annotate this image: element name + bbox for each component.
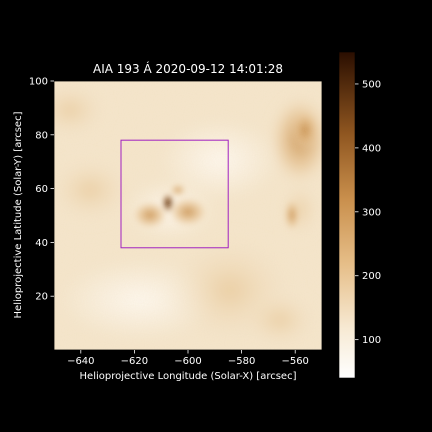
colorbar-tick-label: 500	[362, 79, 381, 90]
y-axis: 20 40 60 80 100	[29, 77, 54, 303]
colorbar-tick-label: 400	[362, 143, 381, 154]
y-tick-label: 100	[29, 77, 48, 88]
x-tick-label: −560	[281, 356, 308, 367]
plot-title: AIA 193 Á 2020-09-12 14:01:28	[93, 61, 283, 76]
x-tick-label: −580	[228, 356, 255, 367]
x-axis: −640 −620 −600 −580 −560	[67, 350, 309, 367]
colorbar-gradient	[338, 51, 356, 379]
colorbar-tick-label: 100	[362, 335, 381, 346]
x-tick-label: −640	[67, 356, 94, 367]
colorbar-tick-label: 200	[362, 271, 381, 282]
x-tick-label: −620	[121, 356, 148, 367]
x-tick-label: −600	[174, 356, 201, 367]
colorbar-ticks: 100 200 300 400 500	[355, 79, 381, 346]
y-tick-label: 60	[35, 184, 48, 195]
colorbar: 100 200 300 400 500	[338, 51, 381, 379]
y-axis-label: Helioprojective Latitude (Solar-Y) [arcs…	[13, 111, 24, 318]
colorbar-tick-label: 300	[362, 207, 381, 218]
y-tick-label: 40	[35, 238, 48, 249]
y-tick-label: 20	[35, 292, 48, 303]
y-tick-label: 80	[35, 130, 48, 141]
x-axis-label: Helioprojective Longitude (Solar-X) [arc…	[80, 371, 297, 382]
region-of-interest-box	[120, 139, 229, 249]
solar-image	[54, 81, 322, 350]
